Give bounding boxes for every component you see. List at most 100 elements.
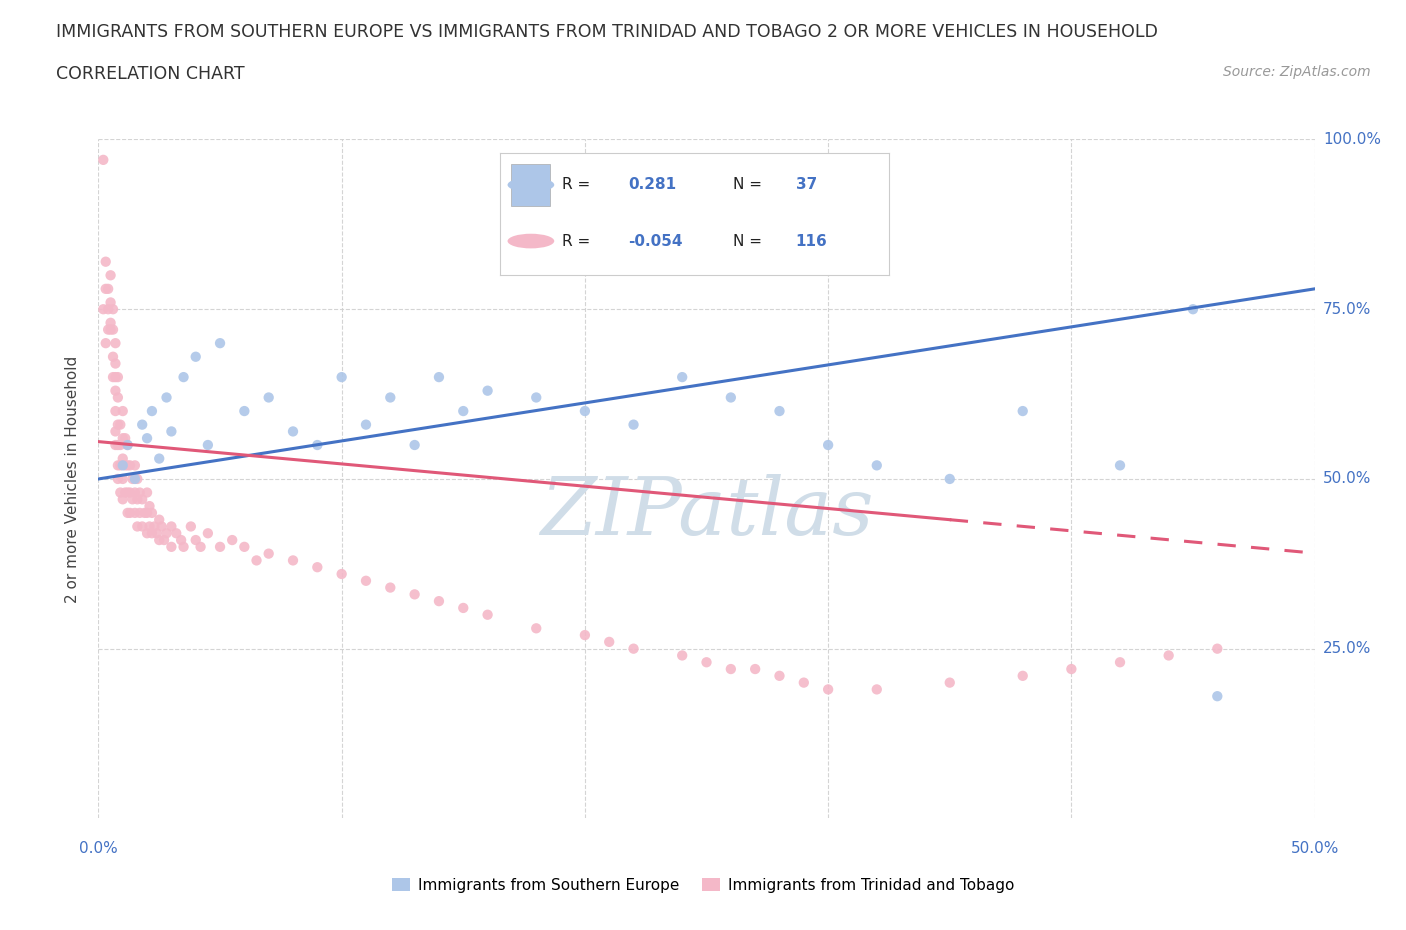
Point <box>101 322 124 337</box>
Point <box>524 621 547 636</box>
Point <box>107 472 129 486</box>
Point <box>127 492 149 507</box>
Point <box>134 506 156 521</box>
Point <box>107 437 129 452</box>
Text: 100.0%: 100.0% <box>1323 132 1381 147</box>
Point <box>939 472 962 486</box>
Y-axis label: 2 or more Vehicles in Household: 2 or more Vehicles in Household <box>65 355 80 603</box>
Point <box>671 369 693 385</box>
Point <box>720 661 742 676</box>
Point <box>117 506 139 521</box>
Point <box>866 458 889 472</box>
Point <box>104 404 127 418</box>
Point <box>696 655 718 670</box>
Point <box>307 437 329 452</box>
Point <box>453 601 475 616</box>
Point <box>143 519 166 534</box>
Point <box>128 506 150 521</box>
Point <box>101 350 124 365</box>
Point <box>136 431 159 445</box>
Point <box>427 369 450 385</box>
Point <box>1109 655 1132 670</box>
Point <box>124 472 146 486</box>
Text: 0.0%: 0.0% <box>79 841 118 856</box>
Point <box>101 301 124 316</box>
Point <box>1011 669 1033 684</box>
Point <box>153 533 176 548</box>
Point <box>173 539 195 554</box>
Point <box>141 404 163 418</box>
Point <box>155 390 177 405</box>
Point <box>97 322 120 337</box>
Point <box>138 498 160 513</box>
Point <box>94 282 117 297</box>
Point <box>380 390 402 405</box>
Point <box>111 472 134 486</box>
Point <box>141 525 163 540</box>
Point <box>114 485 136 500</box>
Point <box>155 525 177 540</box>
Text: 75.0%: 75.0% <box>1323 301 1371 317</box>
Point <box>114 458 136 472</box>
Text: IMMIGRANTS FROM SOUTHERN EUROPE VS IMMIGRANTS FROM TRINIDAD AND TOBAGO 2 OR MORE: IMMIGRANTS FROM SOUTHERN EUROPE VS IMMIG… <box>56 23 1159 41</box>
Point <box>104 369 127 385</box>
Point <box>257 546 280 561</box>
Point <box>165 525 187 540</box>
Point <box>100 322 122 337</box>
Point <box>136 506 159 521</box>
Point <box>107 418 129 432</box>
Point <box>117 485 139 500</box>
Point <box>1206 642 1229 657</box>
Text: CORRELATION CHART: CORRELATION CHART <box>56 65 245 83</box>
Point <box>104 437 127 452</box>
Point <box>245 553 267 568</box>
Point <box>477 607 499 622</box>
Point <box>160 539 183 554</box>
Point <box>111 458 134 472</box>
Point <box>173 369 195 385</box>
Point <box>121 472 143 486</box>
Point <box>1182 301 1205 316</box>
Point <box>623 418 645 432</box>
Point <box>221 533 243 548</box>
Point <box>131 492 153 507</box>
Point <box>124 485 146 500</box>
Point <box>817 682 839 697</box>
Point <box>104 424 127 439</box>
Point <box>111 404 134 418</box>
Legend: Immigrants from Southern Europe, Immigrants from Trinidad and Tobago: Immigrants from Southern Europe, Immigra… <box>385 872 1021 899</box>
Point <box>91 153 114 167</box>
Point <box>209 336 232 351</box>
Point <box>107 390 129 405</box>
Point <box>866 682 889 697</box>
Point <box>110 485 132 500</box>
Point <box>330 369 353 385</box>
Point <box>111 492 134 507</box>
Point <box>257 390 280 405</box>
Text: Source: ZipAtlas.com: Source: ZipAtlas.com <box>1223 65 1371 79</box>
Point <box>101 369 124 385</box>
Point <box>146 525 169 540</box>
Point <box>190 539 212 554</box>
Point <box>209 539 232 554</box>
Point <box>404 437 426 452</box>
Point <box>768 404 790 418</box>
Point <box>94 336 117 351</box>
Point <box>148 451 170 466</box>
Point <box>124 458 146 472</box>
Point <box>330 566 353 581</box>
Point <box>307 560 329 575</box>
Point <box>380 580 402 595</box>
Point <box>671 648 693 663</box>
Text: 25.0%: 25.0% <box>1323 641 1371 657</box>
Point <box>110 418 132 432</box>
Point <box>453 404 475 418</box>
Point <box>524 390 547 405</box>
Point <box>104 356 127 371</box>
Point <box>184 350 207 365</box>
Point <box>118 506 141 521</box>
Point <box>118 485 141 500</box>
Point <box>768 669 790 684</box>
Point <box>817 437 839 452</box>
Point <box>1157 648 1180 663</box>
